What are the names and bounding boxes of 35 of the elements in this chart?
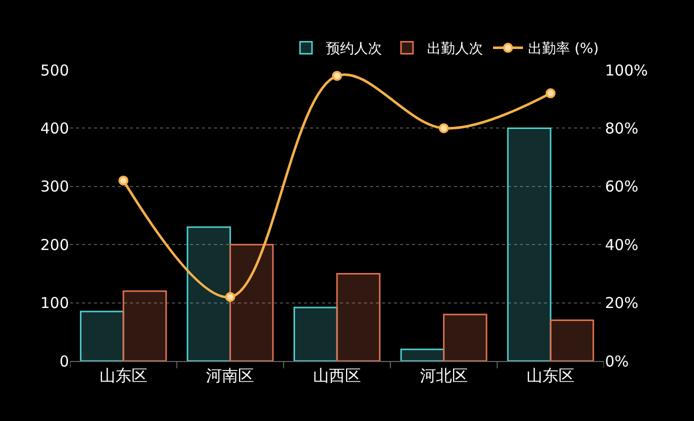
y-tick-label: 400 <box>40 119 69 138</box>
bar <box>294 306 338 361</box>
bar <box>229 244 274 361</box>
y-tick-label: 200 <box>40 236 69 254</box>
bar <box>186 226 231 361</box>
legend-label: 预约人次 <box>326 41 382 58</box>
y2-tick-label: 20% <box>605 294 638 312</box>
y2-tick-label: 40% <box>605 236 638 254</box>
y2-tick-label: 100% <box>605 61 648 80</box>
point <box>118 176 128 186</box>
x-tick-label: 山东区 <box>99 366 148 386</box>
bar <box>507 127 552 361</box>
bar <box>336 272 380 361</box>
y2-tick-label: 60% <box>605 178 638 196</box>
y-tick-label: 300 <box>40 178 69 196</box>
x-tick-label: 山西区 <box>313 366 361 386</box>
bar <box>122 290 167 361</box>
y2-tick-label: 80% <box>605 119 638 138</box>
point <box>546 88 556 98</box>
bar <box>80 310 124 361</box>
y-tick-label: 500 <box>40 61 69 80</box>
y-tick-label: 0 <box>59 352 69 370</box>
point <box>225 292 236 302</box>
point <box>438 123 449 134</box>
legend-label: 出勤人次 <box>427 41 483 58</box>
y-tick-label: 100 <box>40 294 69 312</box>
x-tick-label: 河北区 <box>420 366 468 386</box>
legend-label: 出勤率 (%) <box>528 41 599 58</box>
x-tick-label: 山东区 <box>526 366 575 386</box>
point <box>332 70 342 81</box>
y2-tick-label: 0% <box>605 352 629 370</box>
bar <box>550 320 594 361</box>
x-tick-label: 河南区 <box>206 366 254 386</box>
bar <box>400 348 445 361</box>
bar <box>443 314 488 361</box>
